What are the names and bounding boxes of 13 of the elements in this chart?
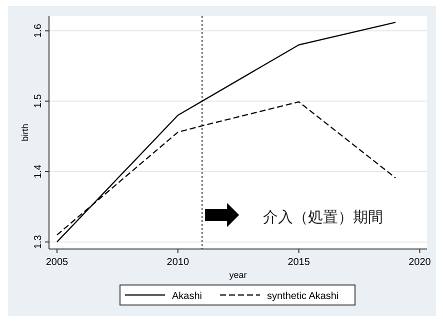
y-tick-label: 1.5 xyxy=(33,94,44,108)
legend-label: Akashi xyxy=(172,291,202,302)
y-tick-label: 1.3 xyxy=(33,234,44,249)
x-tick-label: 2010 xyxy=(166,257,190,268)
x-tick-label: 2005 xyxy=(46,257,69,268)
x-tick-label: 2020 xyxy=(408,257,432,268)
legend-label: synthetic Akashi xyxy=(267,291,339,302)
x-tick-label: 2015 xyxy=(288,257,310,268)
annotation: 介入（処置）期間 xyxy=(263,208,384,226)
x-axis-title: year xyxy=(229,270,247,280)
y-tick-label: 1.4 xyxy=(33,164,44,179)
y-axis-title: birth xyxy=(20,124,30,142)
y-tick-label: 1.6 xyxy=(33,23,44,38)
